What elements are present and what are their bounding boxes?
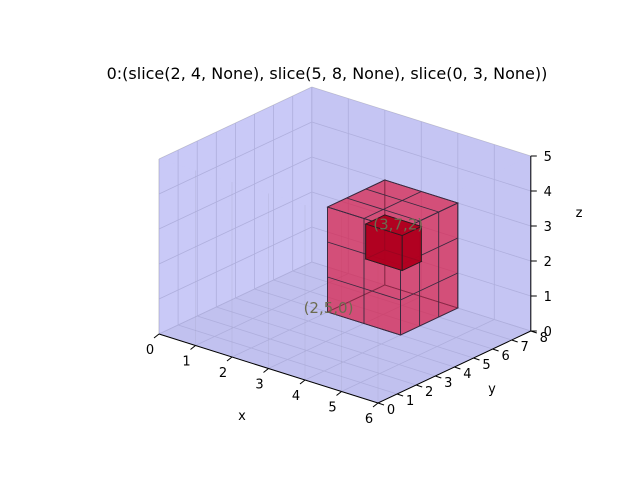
grid-line xyxy=(158,191,312,265)
slice-grid-line xyxy=(327,179,385,208)
slice-grid-line xyxy=(384,179,458,204)
x-tick-label: 4 xyxy=(292,389,300,404)
grid-line xyxy=(311,121,531,192)
y-tick-label: 5 xyxy=(482,358,490,373)
x-tick xyxy=(153,333,160,339)
slice-grid-line xyxy=(327,311,401,336)
y-tick-label: 6 xyxy=(501,349,509,364)
z-tick-label: 1 xyxy=(544,290,552,305)
x-tick xyxy=(190,345,196,350)
slice-grid-line xyxy=(400,307,458,336)
data-volume xyxy=(158,87,531,403)
x-axis-label: x xyxy=(238,409,246,424)
y-tick xyxy=(473,357,480,361)
y-tick-label: 3 xyxy=(444,376,452,391)
y-tick xyxy=(416,384,423,388)
z-tick-label: 5 xyxy=(544,150,552,165)
x-tick xyxy=(226,356,233,362)
y-tick-label: 0 xyxy=(387,403,395,418)
x-tick-label: 0 xyxy=(146,343,154,358)
chart-title: 0:(slice(2, 4, None), slice(5, 8, None),… xyxy=(107,64,548,83)
x-tick-label: 5 xyxy=(328,401,336,416)
slice-grid-line xyxy=(363,191,422,219)
inner-cube-face xyxy=(364,214,423,236)
annotation-label: (2,5,0) xyxy=(304,299,354,317)
x-tick-label: 1 xyxy=(182,355,190,370)
slice-grid-line xyxy=(400,272,458,301)
y-tick xyxy=(377,402,385,406)
x-tick xyxy=(336,391,342,396)
y-tick xyxy=(492,348,499,352)
slice-box xyxy=(326,179,460,336)
grid-line xyxy=(158,86,312,160)
annotation-label: (3,7,2) xyxy=(373,216,423,234)
y-tick-label: 4 xyxy=(463,367,471,382)
x-tick-label: 2 xyxy=(219,366,227,381)
y-tick xyxy=(435,375,442,379)
grid-line xyxy=(158,121,312,195)
y-axis-label: y xyxy=(488,382,496,397)
y-tick xyxy=(396,393,404,397)
slice-grid-line xyxy=(365,188,439,213)
annotations: (2,5,0) (3,7,2) xyxy=(304,216,424,318)
y-tick xyxy=(454,366,461,370)
y-tick xyxy=(511,339,518,343)
slice-grid-line xyxy=(327,276,401,301)
y-tick-label: 8 xyxy=(540,331,548,346)
x-tick-label: 6 xyxy=(365,412,373,427)
grid-line xyxy=(158,226,312,300)
z-tick-label: 4 xyxy=(544,185,552,200)
grid-line xyxy=(273,279,493,350)
z-tick-label: 0 xyxy=(544,325,552,340)
grid-line xyxy=(216,306,436,377)
y-tick-label: 7 xyxy=(521,340,529,355)
volume-face xyxy=(159,262,531,403)
x-tick xyxy=(299,379,306,385)
grid-line xyxy=(158,261,312,335)
z-tick-label: 2 xyxy=(544,255,552,270)
grid-line xyxy=(311,86,531,157)
grid-line xyxy=(158,156,312,230)
x-tick-label: 3 xyxy=(255,378,263,393)
z-tick-label: 3 xyxy=(544,220,552,235)
slice-grid-line xyxy=(346,197,420,222)
volume-face xyxy=(311,87,531,331)
grid-line xyxy=(197,315,417,386)
x-tick xyxy=(372,402,379,408)
grid-line xyxy=(235,297,455,368)
y-tick-label: 1 xyxy=(406,394,414,409)
volume-face xyxy=(159,87,531,228)
grid-line xyxy=(292,270,512,341)
volume-face xyxy=(378,156,531,403)
volume-face xyxy=(159,87,312,334)
grid-line xyxy=(177,324,398,395)
x-tick xyxy=(263,368,269,373)
y-tick-label: 2 xyxy=(425,385,433,400)
z-axis-label: z xyxy=(576,206,583,221)
